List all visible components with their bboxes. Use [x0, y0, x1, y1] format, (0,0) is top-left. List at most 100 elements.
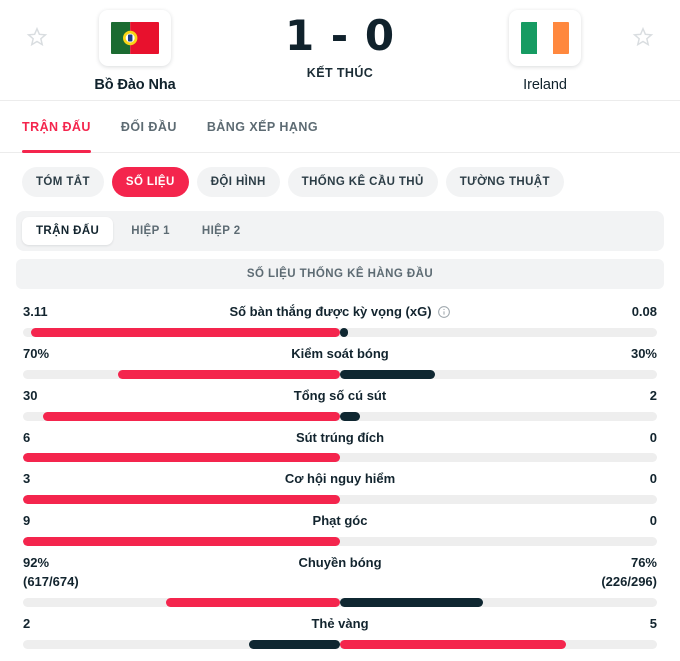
stat-row: 92% (617/674) Chuyền bóng 76% (226/296) [23, 546, 657, 607]
pill-tom-tat[interactable]: TÓM TẮT [22, 167, 104, 197]
stat-row: 3 Cơ hội nguy hiểm 0 [23, 462, 657, 505]
stat-away-value: 0.08 [631, 304, 657, 319]
pill-so-lieu[interactable]: SỐ LIỆU [111, 167, 189, 197]
stat-away-value: 30% [630, 345, 657, 361]
stat-row: 9 Phạt góc 0 [23, 504, 657, 547]
stat-label: Phạt góc [143, 512, 537, 528]
stat-bar-home [23, 495, 340, 505]
stat-row: 30 Tổng số cú sút 2 [23, 379, 657, 421]
stat-row: 3.11 Số bàn thắng được kỳ vọng (xG) 0.08 [23, 295, 657, 337]
stat-row: 6 Sút trúng đích 0 [23, 421, 657, 463]
stat-bar-track [23, 411, 657, 421]
period-first-half[interactable]: HIỆP 1 [131, 225, 170, 237]
stat-label-text: Tổng số cú sút [293, 387, 387, 403]
stat-away-value: 0 [649, 471, 657, 487]
stat-bar-away [340, 597, 484, 607]
primary-tabs: TRẬN ĐẤU ĐỐI ĐẦU BẢNG XẾP HẠNG [0, 100, 680, 153]
stat-home-value: 3 [23, 471, 31, 487]
pill-tuong-thuat[interactable]: TƯỜNG THUẬT [445, 167, 564, 197]
pill-thong-ke-cau-thu[interactable]: THỐNG KÊ CẦU THỦ [287, 167, 438, 197]
away-side: Ireland [430, 8, 654, 93]
star-icon[interactable] [26, 26, 48, 48]
pill-tabs: TÓM TẮT SỐ LIỆU ĐỘI HÌNH THỐNG KÊ CẦU TH… [0, 153, 680, 211]
tab-tran-dau[interactable]: TRẬN ĐẤU [22, 101, 91, 153]
stat-label: Chuyền bóng [143, 554, 537, 570]
stat-bar-away [340, 411, 360, 421]
stat-away-value: 5 [649, 615, 657, 631]
stat-away-subvalue: (226/296) [601, 573, 657, 589]
stat-head: 9 Phạt góc 0 [23, 512, 657, 531]
stat-label: Thẻ vàng [143, 615, 537, 631]
stat-away-value: 76% (226/296) [537, 554, 657, 592]
stat-home-value: 30 [23, 387, 38, 403]
stat-home-value: 9 [23, 513, 31, 529]
stat-row: 2 Thẻ vàng 5 [23, 607, 657, 649]
tab-doi-dau[interactable]: ĐỐI ĐẦU [120, 119, 177, 134]
stat-label: Cơ hội nguy hiểm [143, 470, 537, 486]
stat-bar-home [30, 327, 340, 337]
stat-bar-home [166, 597, 340, 607]
away-team[interactable]: Ireland [470, 8, 620, 93]
info-icon[interactable] [437, 305, 451, 319]
stat-label: Kiểm soát bóng [143, 345, 537, 361]
stat-label-text: Số bàn thắng được kỳ vọng (xG) [229, 304, 432, 319]
stat-home-value: 70% [23, 345, 50, 361]
stat-away-value: 2 [649, 387, 657, 403]
stat-label-text: Chuyền bóng [298, 555, 382, 571]
period-selector: TRẬN ĐẤU HIỆP 1 HIỆP 2 [16, 211, 664, 251]
stat-bar-track [23, 327, 657, 337]
stat-bar-track [23, 639, 657, 649]
stat-home-value: 3.11 [23, 304, 48, 319]
stat-head: 3 Cơ hội nguy hiểm 0 [23, 470, 657, 489]
section-title: SỐ LIỆU THỐNG KÊ HÀNG ĐẦU [16, 259, 664, 289]
ireland-flag [521, 22, 569, 54]
stat-bar-track [23, 495, 657, 505]
stat-row: 70% Kiểm soát bóng 30% [23, 337, 657, 379]
stat-label-text: Thẻ vàng [311, 615, 369, 631]
stat-home-value: 92% (617/674) [23, 554, 143, 592]
away-team-name: Ireland [523, 77, 567, 93]
stat-bar-home [118, 369, 340, 379]
home-team[interactable]: Bồ Đào Nha [60, 8, 210, 93]
stat-label-text: Sút trúng đích [295, 429, 385, 445]
home-team-name: Bồ Đào Nha [94, 77, 176, 93]
home-side: Bồ Đào Nha [26, 8, 250, 93]
portugal-flag [111, 22, 159, 54]
score: 1 - 0 [284, 11, 396, 60]
pill-doi-hinh[interactable]: ĐỘI HÌNH [196, 167, 280, 197]
score-block: 1 - 0 KẾT THÚC [250, 8, 430, 80]
stat-head: 92% (617/674) Chuyền bóng 76% (226/296) [23, 554, 657, 592]
stat-label-text: Cơ hội nguy hiểm [284, 471, 396, 487]
star-icon[interactable] [632, 26, 654, 48]
away-flag-card [509, 10, 581, 66]
stat-bar-home [249, 639, 340, 649]
stat-label: Số bàn thắng được kỳ vọng (xG) [143, 303, 537, 319]
stat-bar-home [42, 411, 340, 421]
period-second-half[interactable]: HIỆP 2 [201, 225, 241, 237]
stats-list: 3.11 Số bàn thắng được kỳ vọng (xG) 0.08 70… [0, 295, 680, 649]
stat-bar-home [23, 453, 340, 463]
stat-head: 6 Sút trúng đích 0 [23, 429, 657, 448]
scoreboard: Bồ Đào Nha 1 - 0 KẾT THÚC Ireland [0, 0, 680, 100]
period-full-match[interactable]: TRẬN ĐẤU [22, 217, 114, 245]
stat-label: Tổng số cú sút [143, 387, 537, 403]
stat-bar-track [23, 597, 657, 607]
tab-bang-xep-hang[interactable]: BẢNG XẾP HẠNG [206, 119, 319, 134]
stat-head: 70% Kiểm soát bóng 30% [23, 345, 657, 364]
stat-bar-away [340, 369, 436, 379]
stat-head: 2 Thẻ vàng 5 [23, 615, 657, 634]
stat-bar-track [23, 453, 657, 463]
stat-label: Sút trúng đích [143, 429, 537, 445]
stat-label-text: Phạt góc [312, 513, 368, 529]
stat-head: 30 Tổng số cú sút 2 [23, 387, 657, 406]
stat-bar-home [23, 537, 340, 547]
stat-bar-track [23, 537, 657, 547]
stat-home-value: 6 [23, 429, 31, 445]
stat-bar-track [23, 369, 657, 379]
stat-bar-away [340, 327, 348, 337]
stat-label-text: Kiểm soát bóng [291, 345, 389, 361]
stat-head: 3.11 Số bàn thắng được kỳ vọng (xG) 0.08 [23, 303, 657, 322]
stat-home-subvalue: (617/674) [23, 573, 79, 589]
stat-away-value: 0 [649, 429, 657, 445]
